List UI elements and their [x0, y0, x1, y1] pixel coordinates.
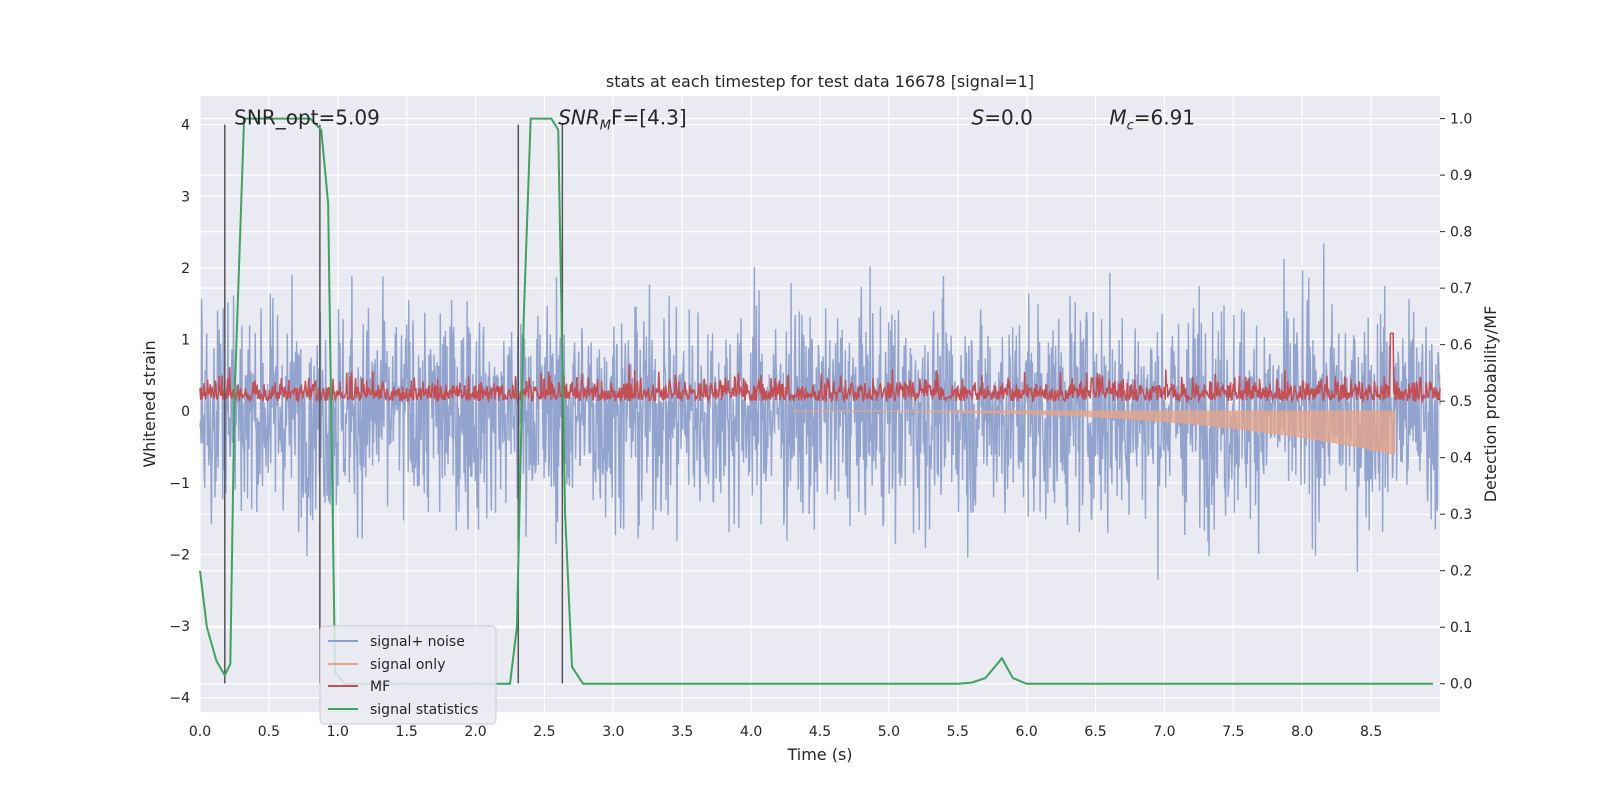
y-right-tick-label: 0.0: [1450, 677, 1472, 693]
y-right-tick-label: 1.0: [1450, 112, 1472, 128]
x-tick-label: 6.5: [1084, 724, 1106, 740]
y-tick-label: 3: [181, 189, 190, 205]
signal-statistics-line: [199, 117, 1434, 685]
annotation-text: Mc=6.91: [1109, 106, 1195, 134]
x-tick-label: 0.5: [258, 724, 280, 740]
y-tick-label: −3: [169, 619, 190, 635]
legend-label-signal-statistics: signal statistics: [370, 702, 478, 718]
chart-title: stats at each timestep for test data 166…: [606, 72, 1034, 91]
x-tick-label: 7.5: [1222, 724, 1244, 740]
y-right-tick-label: 0.6: [1450, 338, 1472, 354]
x-tick-label: 2.0: [464, 724, 486, 740]
y-axis-right-ticks: 0.0 0.1 0.2 0.3 0.4 0.5 0.6 0.7 0.8 0.9 1.0: [1440, 112, 1472, 693]
x-tick-label: 8.5: [1360, 724, 1382, 740]
signal-statistics-series: [199, 117, 1434, 685]
mf-line: [199, 332, 1441, 405]
x-axis-ticks: 0.0 0.5 1.0 1.5 2.0 2.5 3.0 3.5 4.0 4.5 5.0 5.5 6.0 6…: [189, 724, 1382, 740]
y-right-tick-label: 0.1: [1450, 620, 1472, 636]
y-tick-label: 2: [181, 261, 190, 277]
y-right-tick-label: 0.8: [1450, 225, 1472, 241]
x-tick-label: 3.5: [671, 724, 693, 740]
legend-label-signal-noise: signal+ noise: [370, 634, 465, 650]
annotations: SNR_opt=5.09 SNRMF=[4.3] S=0.0 Mc=6.91: [234, 106, 1195, 134]
legend-box: [319, 625, 497, 725]
legend: signal+ noise signal only MF signal stat…: [319, 625, 497, 725]
y-right-tick-label: 0.2: [1450, 564, 1472, 580]
x-tick-label: 4.0: [740, 724, 762, 740]
y-right-tick-label: 0.3: [1450, 507, 1472, 523]
legend-label-signal-only: signal only: [370, 657, 445, 673]
x-tick-label: 8.0: [1291, 724, 1313, 740]
x-axis-label: Time (s): [786, 745, 852, 764]
y-axis-label: Whitened strain: [140, 340, 159, 467]
y-right-tick-label: 0.5: [1450, 394, 1472, 410]
y-axis-right-label: Detection probability/MF: [1481, 306, 1500, 503]
annotation-text: SNRMF=[4.3]: [558, 106, 686, 134]
y-tick-label: −2: [169, 547, 190, 563]
signal-only-area: [792, 410, 1396, 455]
x-tick-label: 7.0: [1153, 724, 1175, 740]
x-tick-label: 5.5: [947, 724, 969, 740]
x-tick-label: 4.5: [809, 724, 831, 740]
y-right-tick-label: 0.9: [1450, 168, 1472, 184]
x-tick-label: 0.0: [189, 724, 211, 740]
signal-only-series: [792, 410, 1396, 455]
y-right-tick-label: 0.4: [1450, 451, 1472, 467]
y-tick-label: 4: [181, 118, 190, 134]
x-tick-label: 1.5: [396, 724, 418, 740]
x-tick-label: 3.0: [602, 724, 624, 740]
y-axis-ticks: −4 −3 −2 −1 0 1 2 3 4: [169, 118, 190, 707]
y-tick-label: 0: [181, 404, 190, 420]
x-tick-label: 2.5: [533, 724, 555, 740]
legend-label-mf: MF: [370, 679, 390, 695]
y-tick-label: −4: [169, 691, 190, 707]
annotation-text: SNR_opt=5.09: [234, 106, 380, 130]
x-tick-label: 1.0: [327, 724, 349, 740]
y-tick-label: 1: [181, 333, 190, 349]
x-tick-label: 6.0: [1016, 724, 1038, 740]
y-tick-label: −1: [169, 476, 190, 492]
annotation-text: S=0.0: [972, 106, 1033, 130]
mf-series: [199, 332, 1441, 405]
x-tick-label: 5.0: [878, 724, 900, 740]
y-right-tick-label: 0.7: [1450, 281, 1472, 297]
